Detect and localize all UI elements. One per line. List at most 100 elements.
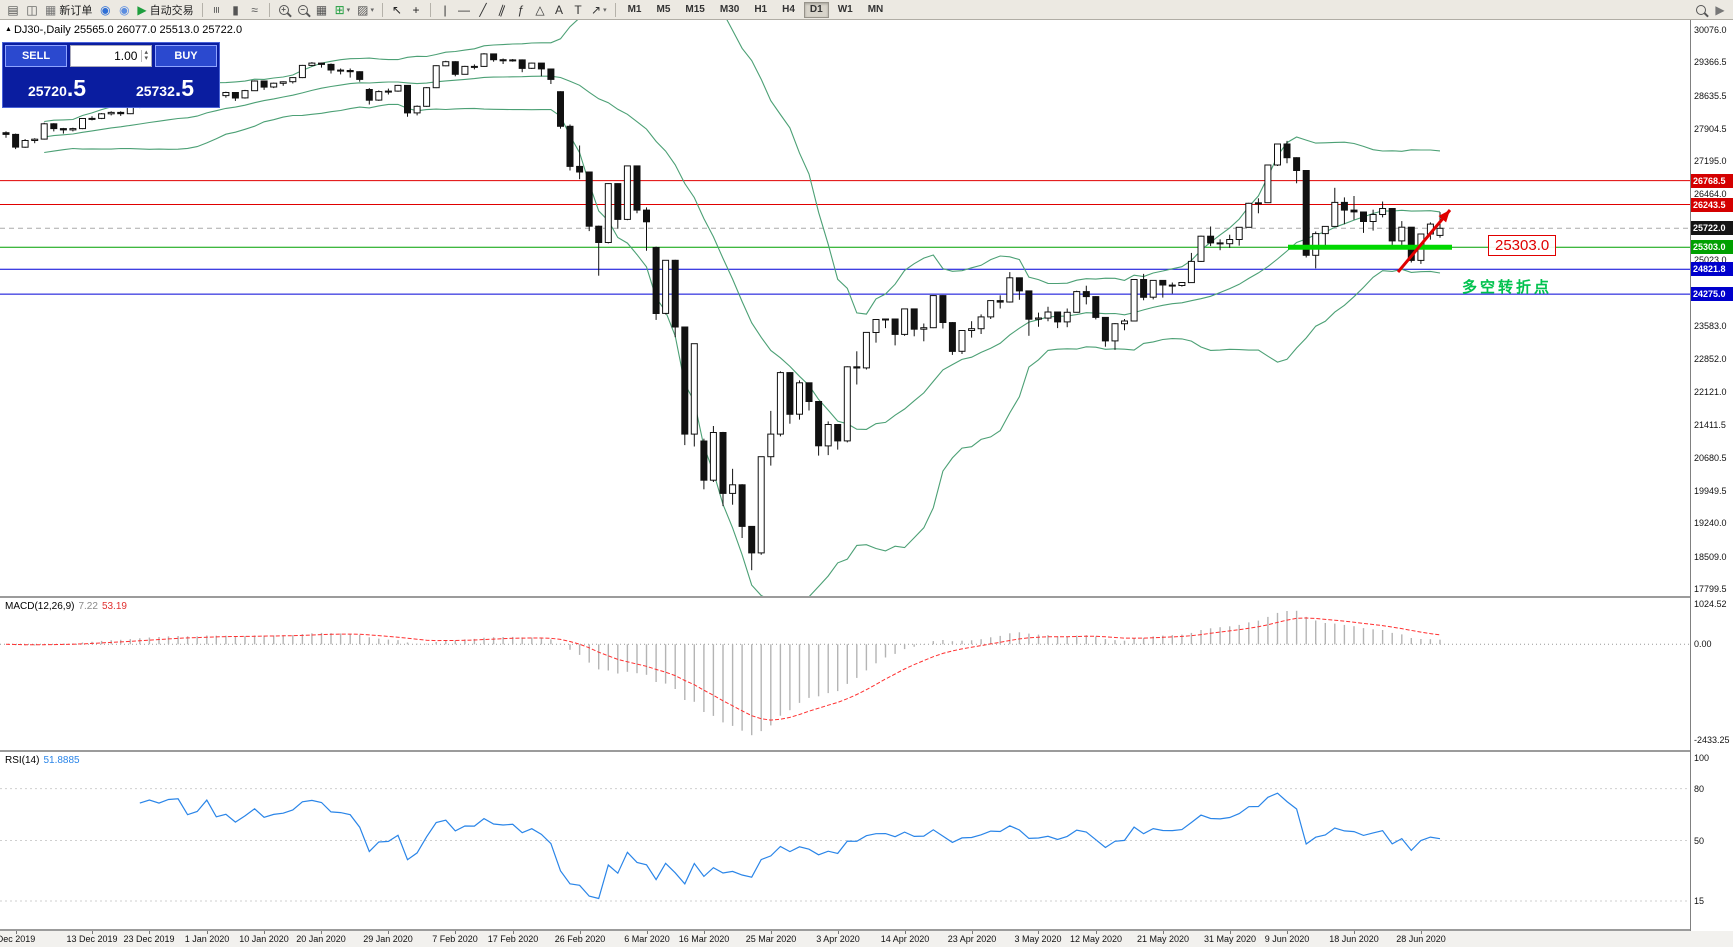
text-button[interactable]: A [550, 1, 568, 18]
panel-separator-rsi[interactable] [0, 750, 1733, 752]
fibonacci-icon: ƒ [517, 2, 525, 17]
autotrading-button[interactable]: ▶ 自动交易 [134, 1, 196, 18]
date-axis-label: 7 Feb 2020 [432, 934, 478, 944]
channel-button[interactable]: ∥ [493, 1, 511, 18]
shapes-button[interactable]: △ [531, 1, 549, 18]
templates-caret-icon[interactable]: ▾ [370, 6, 375, 14]
quick-nav-button[interactable]: ▶ [1711, 1, 1729, 18]
timeframe-w1-button[interactable]: W1 [837, 4, 853, 15]
timeframe-m1-button[interactable]: M1 [627, 4, 642, 15]
timeframe-m5-button[interactable]: M5 [656, 4, 671, 15]
crosshair-button[interactable]: + [407, 1, 425, 18]
buy-button[interactable]: BUY [155, 45, 217, 67]
rsi-axis-label: 15 [1694, 896, 1705, 906]
sell-price[interactable]: 25720.5 [3, 76, 111, 100]
navigator-icon: ◉ [119, 2, 130, 17]
price-axis[interactable]: 30076.0 29366.5 28635.5 27904.5 27195.0 26464… [1690, 20, 1733, 931]
search-button[interactable] [1692, 1, 1710, 18]
arrows-button[interactable]: ↗ ▾ [588, 1, 610, 18]
tile-windows-icon: ▦ [315, 2, 328, 17]
time-axis[interactable]: Dec 2019 13 Dec 2019 23 Dec 2019 1 Jan 2020… [0, 931, 1733, 947]
vertical-line-icon: | [443, 2, 447, 17]
crosshair-icon: + [412, 2, 420, 17]
main-toolbar: ▤ ◫ ▦ 新订单 ◉ ◉ ▶ 自动交易 ≡ ▮ ≈ + − ▦ ⊞ ▾ ▨ ▾ ↖ + | — ╱ ∥ ƒ △ A T ↗ ▾ M1 M5 M… [0, 0, 1733, 20]
date-axis-label: 23 Dec 2019 [123, 934, 175, 944]
cursor-button[interactable]: ↖ [388, 1, 406, 18]
bar-chart-button[interactable]: ≡ [208, 1, 226, 18]
timeframe-m15-button[interactable]: M15 [685, 4, 705, 15]
macd-panel-canvas[interactable] [0, 598, 1690, 750]
new-chart-button[interactable]: ▤ [4, 1, 22, 18]
indicators-caret-icon[interactable]: ▾ [346, 6, 351, 14]
trade-panel-controls: SELL 1.00 ▴ ▾ BUY [3, 43, 219, 69]
tile-windows-button[interactable]: ▦ [313, 1, 331, 18]
new-order-button[interactable]: ▦ 新订单 [42, 1, 95, 18]
one-click-trading-panel: SELL 1.00 ▴ ▾ BUY 25720.5 25732.5 [2, 42, 220, 108]
channel-icon: ∥ [496, 1, 508, 18]
turning-point-annotation: 多空转折点 [1462, 279, 1553, 296]
lot-size-value: 1.00 [114, 49, 138, 63]
navigator-button[interactable]: ◉ [115, 1, 133, 18]
new-order-icon: ▦ [45, 2, 57, 17]
zoom-out-button[interactable]: − [294, 1, 312, 18]
macd-axis-label: 1024.52 [1694, 599, 1727, 609]
price-axis-label: 20680.5 [1694, 453, 1727, 463]
toolbar-separator [201, 2, 203, 17]
sell-button[interactable]: SELL [5, 45, 67, 67]
panel-separator-macd[interactable] [0, 596, 1733, 598]
rsi-panel-canvas[interactable] [0, 752, 1690, 931]
date-axis-label: 13 Dec 2019 [66, 934, 118, 944]
sell-price-int: 25720 [27, 82, 67, 99]
vertical-line-button[interactable]: | [436, 1, 454, 18]
price-chart-canvas[interactable] [0, 20, 1690, 596]
time-axis-tick [972, 931, 973, 934]
market-watch-button[interactable]: ◉ [96, 1, 114, 18]
toolbar-separator [268, 2, 270, 17]
time-axis-tick [92, 931, 93, 934]
arrows-caret-icon[interactable]: ▾ [603, 6, 607, 14]
chart-title-text: DJ30-,Daily 25565.0 26077.0 25513.0 2572… [13, 24, 243, 36]
date-axis-label: 17 Feb 2020 [487, 934, 539, 944]
chart-title: ▲ DJ30-,Daily 25565.0 26077.0 25513.0 257… [5, 24, 242, 36]
autotrading-icon: ▶ [137, 2, 147, 17]
price-axis-label: 22121.0 [1694, 387, 1727, 397]
timeframe-m30-button[interactable]: M30 [719, 4, 740, 15]
price-axis-tag: 26768.5 [1691, 174, 1733, 188]
lot-increase-icon[interactable]: ▴ [144, 49, 148, 56]
lot-size-input[interactable]: 1.00 ▴ ▾ [70, 45, 152, 67]
time-axis-tick [1354, 931, 1355, 934]
rsi-axis-label: 100 [1694, 753, 1710, 763]
timeframe-h1-button[interactable]: H1 [754, 4, 768, 15]
fibonacci-button[interactable]: ƒ [512, 1, 530, 18]
time-axis-tick [1421, 931, 1422, 934]
label-button[interactable]: T [569, 1, 587, 18]
toolbar-separator [614, 2, 616, 17]
price-axis-label: 18509.0 [1694, 552, 1727, 562]
candle-chart-button[interactable]: ▮ [227, 1, 245, 18]
zoom-in-button[interactable]: + [275, 1, 293, 18]
profiles-button[interactable]: ◫ [23, 1, 41, 18]
timeframe-mn-button[interactable]: MN [867, 4, 884, 15]
templates-button[interactable]: ▨ ▾ [354, 1, 377, 18]
panel-separator-bottom[interactable] [0, 929, 1733, 931]
time-axis-tick [149, 931, 150, 934]
timeframe-d1-button[interactable]: D1 [803, 1, 829, 18]
price-axis-tag: 24275.0 [1691, 287, 1733, 301]
search-icon [1696, 4, 1706, 15]
trendline-button[interactable]: ╱ [474, 1, 492, 18]
new-chart-icon: ▤ [7, 2, 19, 17]
price-axis-label: 25023.0 [1694, 255, 1727, 265]
lot-decrease-icon[interactable]: ▾ [144, 55, 148, 62]
shapes-icon: △ [535, 2, 545, 17]
buy-price[interactable]: 25732.5 [111, 76, 219, 100]
price-axis-label: 21411.5 [1694, 420, 1726, 430]
horizontal-line-button[interactable]: — [455, 1, 473, 18]
indicators-button[interactable]: ⊞ ▾ [332, 1, 354, 18]
time-axis-tick [207, 931, 208, 934]
date-axis-label: 16 Mar 2020 [678, 934, 730, 944]
time-axis-tick [905, 931, 906, 934]
timeframe-h4-button[interactable]: H4 [782, 4, 795, 15]
new-order-label: 新订单 [59, 4, 93, 17]
line-chart-button[interactable]: ≈ [246, 1, 264, 18]
